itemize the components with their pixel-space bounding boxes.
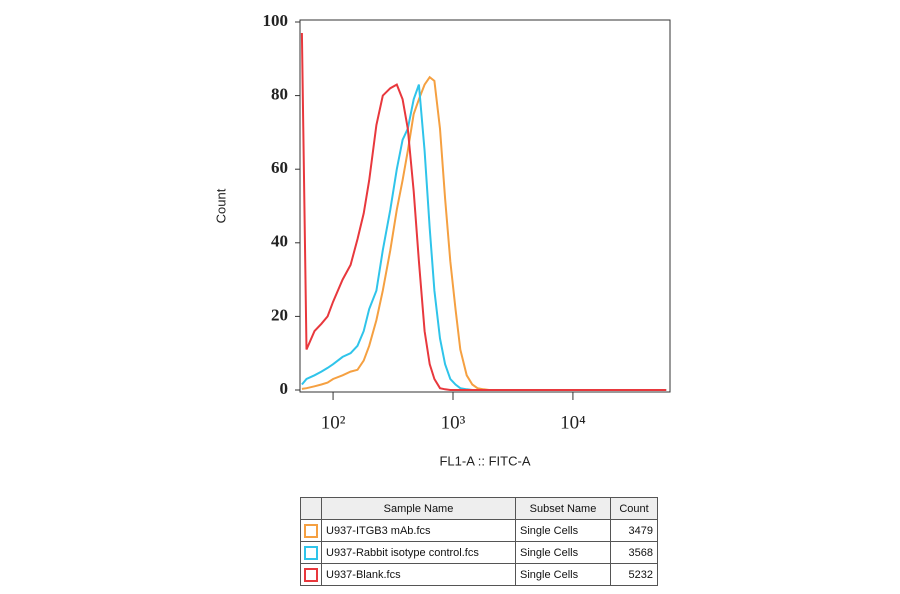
legend-swatch [304, 523, 318, 538]
legend-row: U937-Rabbit isotype control.fcs Single Ce… [300, 541, 658, 564]
sample-name: U937-Blank.fcs [321, 563, 516, 586]
legend-table: Sample Name Subset Name Count U937-ITGB3 m… [300, 497, 658, 586]
table-header: Sample Name Subset Name Count [300, 497, 658, 520]
swatch-cell [300, 541, 322, 564]
count: 3479 [610, 519, 658, 542]
swatch-cell [300, 519, 322, 542]
x-tick-label: 10³ [441, 412, 466, 433]
legend-swatch [304, 545, 318, 560]
legend-row: U937-ITGB3 mAb.fcs Single Cells 3479 [300, 519, 658, 542]
y-tick-label: 20 [271, 305, 288, 324]
plot-frame [299, 19, 671, 393]
x-tick-label: 10⁴ [560, 412, 586, 433]
sample-name: U937-Rabbit isotype control.fcs [321, 541, 516, 564]
subset-name: Single Cells [515, 563, 611, 586]
legend-swatch [304, 567, 318, 582]
series-line [301, 84, 667, 391]
x-tick-label: 10² [321, 412, 346, 433]
x-axis-label: FL1-A :: FITC-A [439, 453, 530, 468]
count: 5232 [610, 563, 658, 586]
swatch-cell [300, 563, 322, 586]
column-header: Sample Name [321, 497, 516, 520]
column-header: Count [610, 497, 658, 520]
series-line [301, 75, 667, 391]
sample-name: U937-ITGB3 mAb.fcs [321, 519, 516, 542]
y-tick-label: 60 [271, 158, 288, 177]
y-tick-label: 100 [263, 11, 289, 30]
legend-row: U937-Blank.fcs Single Cells 5232 [300, 563, 658, 586]
y-axis-label: Count [213, 188, 228, 223]
swatch-header [300, 497, 322, 520]
column-header: Subset Name [515, 497, 611, 520]
y-tick-label: 0 [280, 379, 289, 398]
subset-name: Single Cells [515, 541, 611, 564]
y-tick-label: 80 [271, 85, 288, 104]
count: 3568 [610, 541, 658, 564]
series-line [300, 32, 667, 391]
y-tick-label: 40 [271, 232, 288, 251]
subset-name: Single Cells [515, 519, 611, 542]
